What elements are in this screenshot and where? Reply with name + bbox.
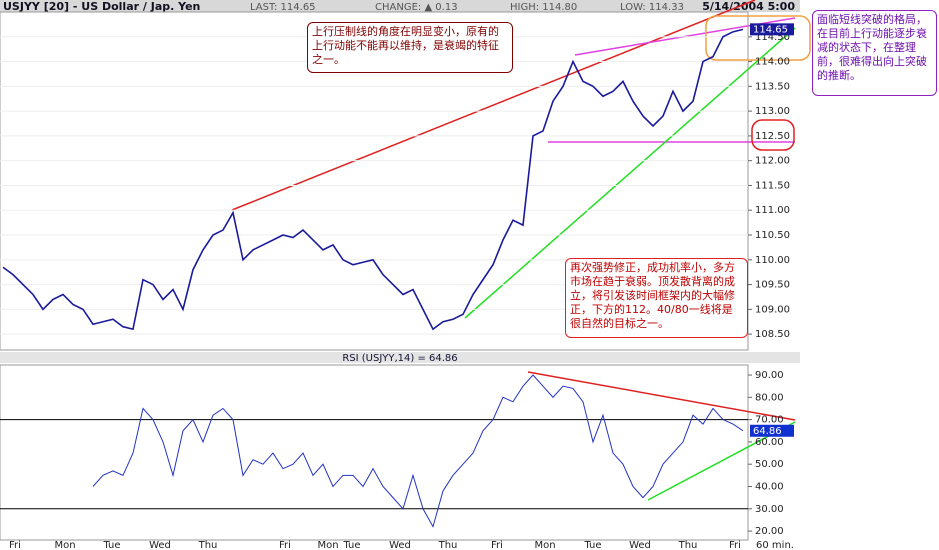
last-value-box [750,424,794,437]
rsi-panel [0,364,749,541]
last: LAST: 114.65 [250,2,316,13]
header-bar [0,0,800,12]
x-tick-label: Mon [317,540,338,550]
rsi-bar [0,352,800,363]
y-tick-label: 112.50 [755,131,790,142]
x-tick-label: Thu [438,540,458,550]
y-tick-label: 50.00 [755,459,784,470]
y-tick-label: 20.00 [755,526,784,537]
y-tick-label: 108.50 [755,329,790,340]
y-tick-label: 114.00 [755,57,790,68]
y-tick-label: 110.50 [755,230,790,241]
x-tick-label: Mon [54,540,75,550]
y-tick-label: 110.00 [755,255,790,266]
y-tick-label: 111.50 [755,180,790,191]
series-line [92,374,744,528]
last-value-box [750,23,794,36]
x-tick-label: Tue [583,540,601,550]
price-panel [0,11,749,351]
x-tick-label: Fri [729,540,741,550]
change: CHANGE: ▲ 0.13 [375,2,458,13]
x-tick-label: Thu [198,540,218,550]
y-tick-label: 109.00 [755,304,790,315]
y-tick-label: 40.00 [755,481,784,492]
y-tick-label: 90.00 [755,370,784,381]
annotation: 再次强势修正，成功机率小，多方市场在趋于衰弱。顶发散背离的成立，将引发该时间框架… [565,258,748,338]
x-tick-label: Mon [534,540,555,550]
high: HIGH: 114.80 [510,2,577,13]
y-tick-label: 114.50 [755,32,790,43]
y-tick-label: 113.50 [755,81,790,92]
y-tick-label: 30.00 [755,504,784,515]
x-tick-label: Tue [102,540,120,550]
annotation: 面临短线突破的格局，在目前上行动能逐步衰减的状态下，在整理前，很难得出向上突破的… [812,10,937,96]
last-value: 114.65 [753,24,788,35]
x-tick-label: Tue [342,540,360,550]
highlight [751,119,795,151]
rsi-trend-line [527,371,796,421]
x-tick-label: Wed [629,540,651,550]
series-line [2,28,744,331]
trend-line [464,27,796,319]
last-value: 64.86 [753,426,782,437]
x-tick-label: Wed [389,540,411,550]
x-tick-label: Thu [678,540,698,550]
x-tick-label: Fri [279,540,291,550]
highlight [705,15,811,61]
annotation: 上行压制线的角度在明显变小，原有的上行动能不能再以维持，是衰竭的特征之一。 [307,22,513,73]
y-tick-label: 113.00 [755,106,790,117]
rsi-title: RSI (USJYY,14) = 64.86 [342,353,457,364]
trend-line [231,0,756,211]
chart-title: USJYY [20] - US Dollar / Jap. Yen [3,0,200,13]
x-tick-label: Fri [491,540,503,550]
x-tick-label: Fri [9,540,21,550]
low: LOW: 114.33 [620,2,684,13]
y-tick-label: 111.00 [755,205,790,216]
y-tick-label: 112.00 [755,156,790,167]
y-tick-label: 109.50 [755,280,790,291]
date: 5/14/2004 5:00 [702,0,795,13]
x-tick-label: Wed [149,540,171,550]
y-tick-label: 80.00 [755,392,784,403]
y-tick-label: 70.00 [755,415,784,426]
x-unit: 60 min. [756,540,794,550]
y-tick-label: 60.00 [755,437,784,448]
